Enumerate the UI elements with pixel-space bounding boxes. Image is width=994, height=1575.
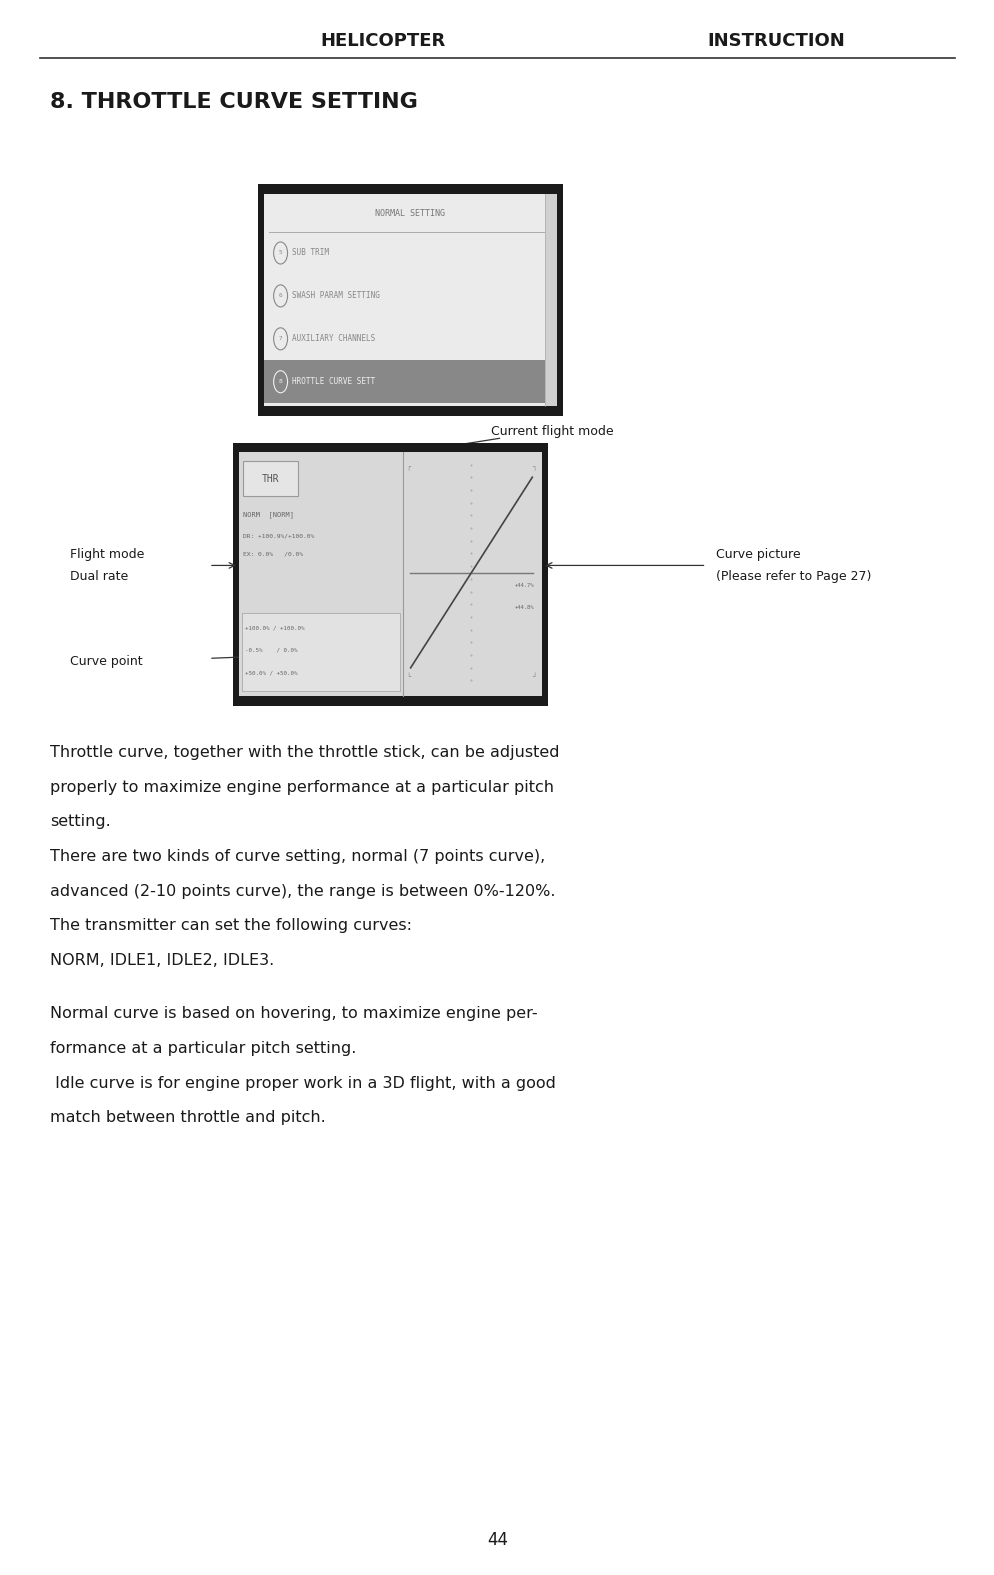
Bar bbox=[243, 461, 297, 496]
Text: Current flight mode: Current flight mode bbox=[490, 425, 613, 438]
Text: Normal curve is based on hovering, to maximize engine per-: Normal curve is based on hovering, to ma… bbox=[50, 1006, 537, 1022]
Text: NORM, IDLE1, IDLE2, IDLE3.: NORM, IDLE1, IDLE2, IDLE3. bbox=[50, 953, 273, 969]
Text: 6: 6 bbox=[278, 293, 282, 298]
Text: +50.0% / +50.0%: +50.0% / +50.0% bbox=[245, 669, 297, 676]
Text: Curve picture: Curve picture bbox=[716, 548, 800, 561]
Text: ┌: ┌ bbox=[407, 465, 411, 471]
Text: (Please refer to Page 27): (Please refer to Page 27) bbox=[716, 570, 871, 583]
Text: EX: 0.0%   /0.0%: EX: 0.0% /0.0% bbox=[243, 551, 302, 558]
Text: HELICOPTER: HELICOPTER bbox=[320, 32, 445, 50]
Text: +100.0% / +100.0%: +100.0% / +100.0% bbox=[245, 625, 304, 632]
Bar bbox=[263, 194, 557, 406]
Bar bbox=[545, 194, 557, 406]
Bar bbox=[233, 443, 548, 706]
Text: The transmitter can set the following curves:: The transmitter can set the following cu… bbox=[50, 918, 412, 934]
Text: NORMAL SETTING: NORMAL SETTING bbox=[375, 209, 445, 219]
Text: HROTTLE CURVE SETT: HROTTLE CURVE SETT bbox=[291, 378, 375, 386]
Text: Idle curve is for engine proper work in a 3D flight, with a good: Idle curve is for engine proper work in … bbox=[50, 1076, 555, 1091]
Text: 8: 8 bbox=[278, 380, 282, 384]
Text: +44.7%: +44.7% bbox=[514, 583, 534, 587]
Text: DR: +100.9%/+100.0%: DR: +100.9%/+100.0% bbox=[243, 532, 314, 539]
Text: formance at a particular pitch setting.: formance at a particular pitch setting. bbox=[50, 1041, 356, 1057]
Text: 5: 5 bbox=[278, 250, 282, 255]
Bar bbox=[239, 452, 542, 696]
Text: setting.: setting. bbox=[50, 814, 110, 830]
Text: 44: 44 bbox=[486, 1531, 508, 1550]
Text: SUB TRIM: SUB TRIM bbox=[291, 249, 328, 257]
Text: ┐: ┐ bbox=[532, 465, 536, 471]
Text: AUXILIARY CHANNELS: AUXILIARY CHANNELS bbox=[291, 334, 375, 343]
Bar bbox=[257, 184, 563, 416]
Text: 7: 7 bbox=[278, 337, 282, 342]
Text: +44.8%: +44.8% bbox=[514, 605, 534, 610]
Text: Flight mode: Flight mode bbox=[70, 548, 144, 561]
Text: Curve point: Curve point bbox=[70, 655, 142, 668]
Text: THR: THR bbox=[261, 474, 278, 484]
Text: There are two kinds of curve setting, normal (7 points curve),: There are two kinds of curve setting, no… bbox=[50, 849, 545, 865]
Text: Dual rate: Dual rate bbox=[70, 570, 128, 583]
Bar bbox=[242, 613, 400, 691]
Text: 8. THROTTLE CURVE SETTING: 8. THROTTLE CURVE SETTING bbox=[50, 93, 417, 112]
Text: ┘: ┘ bbox=[532, 674, 536, 680]
Text: match between throttle and pitch.: match between throttle and pitch. bbox=[50, 1110, 325, 1126]
Text: SWASH PARAM SETTING: SWASH PARAM SETTING bbox=[291, 291, 379, 301]
Text: INSTRUCTION: INSTRUCTION bbox=[707, 32, 844, 50]
Text: Throttle curve, together with the throttle stick, can be adjusted: Throttle curve, together with the thrott… bbox=[50, 745, 559, 761]
Text: advanced (2-10 points curve), the range is between 0%-120%.: advanced (2-10 points curve), the range … bbox=[50, 884, 555, 899]
Text: -0.5%    / 0.0%: -0.5% / 0.0% bbox=[245, 647, 297, 654]
Text: properly to maximize engine performance at a particular pitch: properly to maximize engine performance … bbox=[50, 780, 554, 795]
Text: └: └ bbox=[407, 674, 411, 680]
Text: NORM  [NORM]: NORM [NORM] bbox=[243, 512, 293, 518]
Bar bbox=[263, 361, 545, 403]
